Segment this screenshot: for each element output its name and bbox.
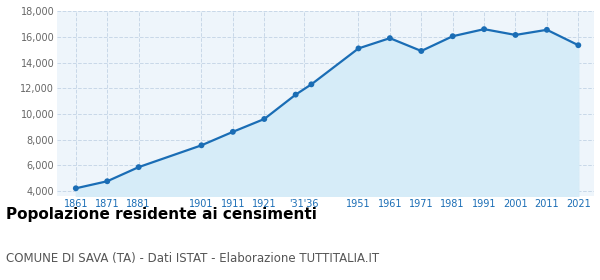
Point xyxy=(103,179,112,183)
Point xyxy=(511,33,520,37)
Point xyxy=(307,82,316,87)
Point xyxy=(448,34,457,38)
Point xyxy=(353,46,363,51)
Point xyxy=(574,43,583,47)
Text: COMUNE DI SAVA (TA) - Dati ISTAT - Elaborazione TUTTITALIA.IT: COMUNE DI SAVA (TA) - Dati ISTAT - Elabo… xyxy=(6,252,379,265)
Point xyxy=(416,49,426,53)
Point xyxy=(479,27,489,31)
Point xyxy=(71,186,80,191)
Point xyxy=(228,130,238,134)
Point xyxy=(134,165,143,169)
Point xyxy=(259,117,269,121)
Point xyxy=(291,92,301,97)
Point xyxy=(542,27,551,32)
Text: Popolazione residente ai censimenti: Popolazione residente ai censimenti xyxy=(6,207,317,222)
Point xyxy=(385,36,395,40)
Point xyxy=(197,143,206,148)
